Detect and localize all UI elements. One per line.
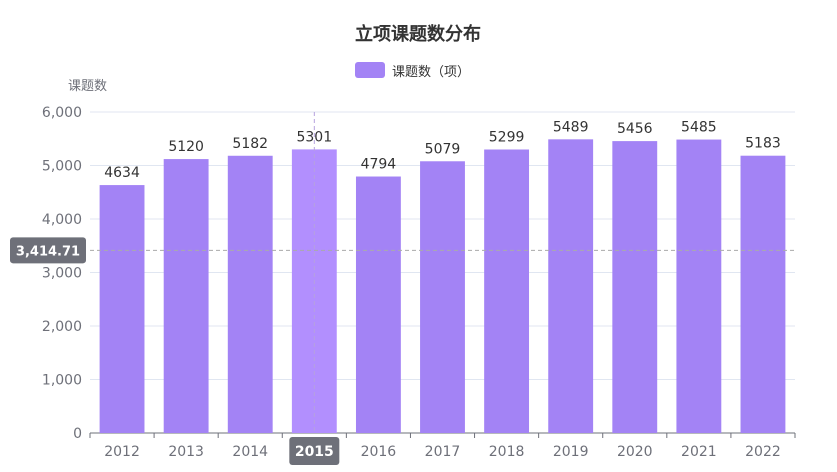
bar-value-label: 5489 [553,119,589,135]
x-axis-ticks: 2012 2013 2014 2016 2017 2018 2019 2020 2021 2022 [89,433,796,460]
bar[interactable] [484,149,530,434]
bar-value-label: 5301 [296,129,332,145]
y-axis-label: 课题数 [68,79,107,94]
legend-swatch [355,62,385,78]
y-tick-label: 6,000 [42,105,82,121]
x-tick-label: 2020 [617,444,653,460]
bar-value-label: 5299 [489,130,525,146]
x-tick-label: 2017 [425,444,461,460]
x-tick-label: 2016 [361,444,397,460]
y-tick-label: 3,000 [42,266,82,282]
legend[interactable]: 课题数（项） [355,62,470,80]
bar-value-label: 5456 [617,121,653,137]
bar-value-label: 5183 [745,136,781,152]
pointer-x-label: 2015 [295,444,334,460]
x-tick-label: 2021 [681,444,717,460]
x-tick-label: 2018 [489,444,525,460]
x-tick-label: 2019 [553,444,589,460]
bar[interactable] [612,141,658,433]
bar-value-label: 4794 [361,157,397,173]
bar[interactable] [676,139,722,434]
pointer-x-badge [289,437,340,465]
bar-value-label: 5120 [168,139,204,155]
y-axis-ticks: 0 1,000 2,000 3,000 4,000 5,000 6,000 [42,105,82,442]
bar[interactable] [163,159,209,433]
y-tick-label: 0 [73,426,82,442]
y-tick-label: 4,000 [42,212,82,228]
bar[interactable] [740,155,786,433]
bar-value-label: 4634 [104,165,140,181]
bars [99,139,786,434]
bar[interactable] [355,176,401,433]
bar[interactable] [99,185,145,433]
x-tick-label: 2013 [168,444,204,460]
bar-value-label: 5079 [425,141,461,157]
bar[interactable] [548,139,594,433]
x-tick-label: 2014 [232,444,268,460]
pointer-y-label: 3,414.71 [16,244,80,259]
bar-value-label: 5485 [681,120,717,136]
bar[interactable] [227,155,273,433]
bar[interactable] [420,161,465,433]
y-tick-label: 2,000 [42,319,82,335]
pointer-y-badge [10,237,86,264]
x-tick-label: 2012 [104,444,140,460]
legend-label: 课题数（项） [392,65,470,80]
y-tick-label: 1,000 [42,373,82,389]
y-tick-label: 5,000 [42,159,82,175]
x-tick-label: 2022 [745,444,781,460]
bar-value-label: 5182 [232,136,268,152]
axis-pointer: 3,414.71 2015 [10,112,795,465]
chart-title: 立项课题数分布 [355,23,481,45]
value-labels: 4634 5120 5182 5301 4794 5079 5299 5489 5456 5485… [104,119,781,181]
